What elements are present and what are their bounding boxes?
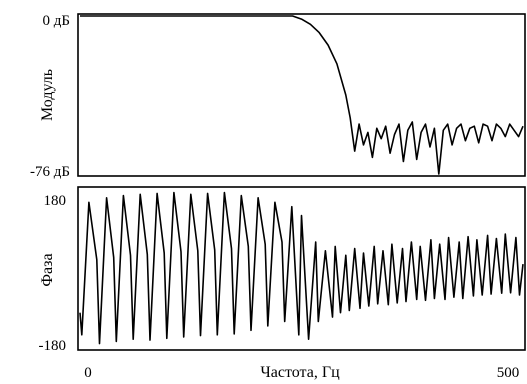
- magnitude-series: [80, 15, 524, 175]
- magnitude-y-tick-bottom: -76 дБ: [30, 164, 70, 180]
- x-axis-label: Частота, Гц: [260, 364, 340, 381]
- phase-line: [79, 191, 524, 345]
- phase-plot-frame: [77, 186, 526, 351]
- phase-y-tick-top: 180: [44, 193, 67, 209]
- phase-series: [79, 191, 524, 345]
- magnitude-y-tick-top: 0 дБ: [43, 13, 71, 29]
- magnitude-line: [80, 15, 524, 175]
- magnitude-y-axis-label: Модуль: [39, 69, 56, 121]
- phase-y-axis-label: Фаза: [39, 253, 56, 286]
- phase-y-tick-bottom: -180: [39, 338, 67, 354]
- x-tick-end: 500: [497, 365, 520, 381]
- magnitude-plot-frame: [77, 13, 526, 177]
- x-tick-start: 0: [84, 365, 92, 381]
